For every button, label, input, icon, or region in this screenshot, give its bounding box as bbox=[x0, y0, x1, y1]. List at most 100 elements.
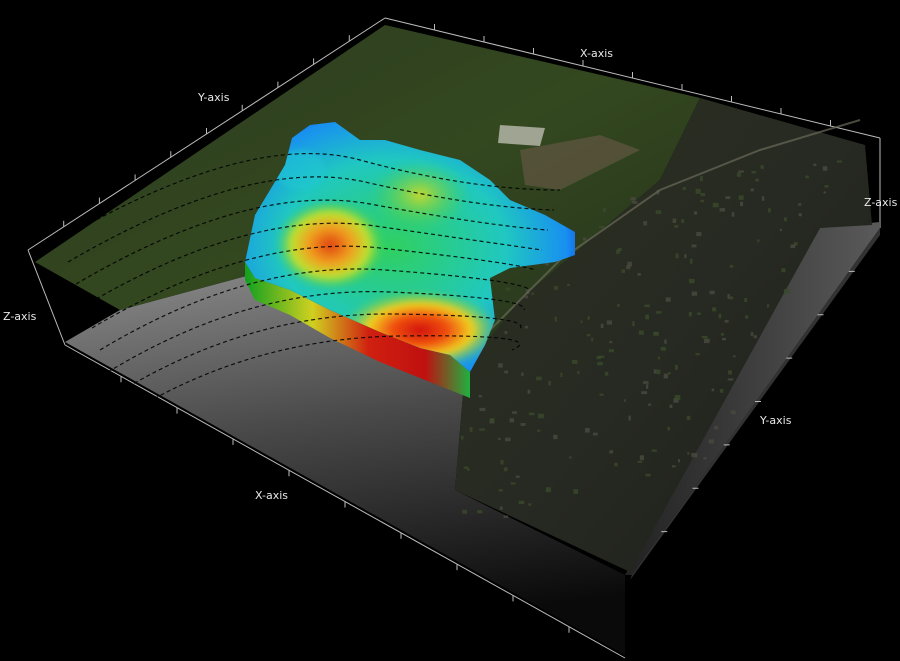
building bbox=[779, 228, 782, 232]
building bbox=[504, 331, 508, 334]
building bbox=[584, 428, 590, 433]
building bbox=[761, 196, 765, 201]
building bbox=[479, 428, 485, 431]
building bbox=[623, 399, 627, 402]
building bbox=[525, 267, 529, 270]
y-axis-label-right: Y-axis bbox=[759, 414, 792, 427]
contour-line bbox=[107, 291, 525, 373]
building bbox=[720, 333, 725, 336]
field-patch bbox=[520, 135, 640, 190]
building bbox=[660, 347, 666, 351]
building bbox=[503, 467, 508, 472]
building bbox=[598, 225, 605, 229]
floor-plane bbox=[65, 275, 625, 655]
building bbox=[512, 411, 518, 414]
building bbox=[823, 191, 826, 194]
building bbox=[554, 286, 559, 290]
building bbox=[729, 296, 734, 300]
building bbox=[798, 203, 802, 206]
building bbox=[503, 515, 509, 518]
building bbox=[768, 208, 771, 213]
building bbox=[712, 307, 717, 312]
building bbox=[524, 326, 529, 329]
building bbox=[554, 316, 557, 322]
building bbox=[727, 294, 730, 299]
building bbox=[518, 500, 525, 505]
building bbox=[703, 338, 710, 344]
building bbox=[760, 165, 764, 169]
building bbox=[738, 170, 744, 173]
building bbox=[604, 371, 609, 376]
building bbox=[798, 213, 802, 217]
building bbox=[643, 381, 649, 384]
building bbox=[560, 372, 563, 377]
building bbox=[703, 457, 707, 460]
building bbox=[709, 290, 715, 295]
building bbox=[499, 506, 503, 510]
building bbox=[699, 176, 703, 181]
building bbox=[462, 509, 468, 514]
building bbox=[686, 415, 691, 421]
x-axis-label-bottom: X-axis bbox=[255, 489, 288, 502]
building bbox=[790, 244, 796, 249]
building bbox=[632, 321, 635, 327]
building bbox=[580, 320, 583, 324]
building bbox=[645, 314, 650, 320]
building bbox=[632, 200, 638, 204]
building bbox=[498, 363, 503, 368]
building bbox=[688, 312, 692, 317]
building bbox=[687, 452, 690, 455]
building bbox=[691, 452, 698, 458]
building bbox=[669, 404, 673, 409]
building bbox=[528, 412, 535, 416]
building bbox=[498, 489, 503, 492]
building bbox=[614, 462, 618, 467]
building bbox=[627, 261, 632, 267]
building bbox=[708, 439, 715, 444]
z-axis-label-left: Z-axis bbox=[3, 310, 37, 323]
y-axis-label-top: Y-axis bbox=[197, 91, 230, 104]
side-wall bbox=[625, 222, 880, 575]
building bbox=[653, 331, 658, 335]
building bbox=[587, 316, 590, 320]
building bbox=[822, 166, 828, 171]
building bbox=[536, 429, 541, 432]
z-axis-label-right: Z-axis bbox=[864, 196, 898, 209]
building bbox=[727, 378, 734, 381]
building bbox=[674, 395, 681, 400]
building bbox=[744, 298, 748, 302]
building bbox=[651, 449, 657, 452]
building bbox=[463, 466, 469, 469]
railway bbox=[489, 119, 861, 331]
building bbox=[731, 212, 735, 217]
plume-side bbox=[245, 262, 470, 398]
building bbox=[836, 160, 843, 163]
contour-line bbox=[99, 268, 531, 351]
building bbox=[571, 359, 578, 364]
building bbox=[586, 333, 591, 337]
building bbox=[553, 434, 558, 440]
building bbox=[645, 473, 651, 477]
building bbox=[675, 253, 679, 259]
building bbox=[638, 330, 644, 335]
contour-line bbox=[123, 335, 521, 417]
building bbox=[668, 371, 671, 375]
building bbox=[510, 482, 516, 485]
building bbox=[531, 292, 535, 295]
building bbox=[671, 465, 676, 468]
contour-line bbox=[75, 199, 549, 285]
building bbox=[724, 320, 729, 323]
building bbox=[793, 242, 798, 246]
building bbox=[528, 503, 532, 506]
building bbox=[545, 261, 549, 266]
building bbox=[479, 407, 486, 412]
contour-line bbox=[91, 245, 537, 329]
building bbox=[757, 239, 760, 243]
building bbox=[515, 475, 520, 478]
building bbox=[615, 249, 620, 254]
building bbox=[592, 432, 598, 436]
building bbox=[505, 287, 510, 291]
building bbox=[755, 178, 759, 182]
building bbox=[681, 219, 685, 223]
